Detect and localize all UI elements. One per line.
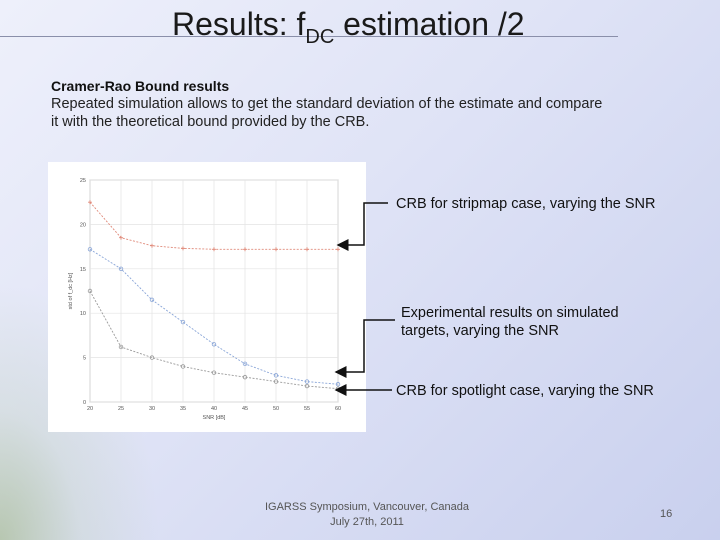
x-tick-label: 35 (180, 406, 186, 412)
slide-title: Results: fDC estimation /2 (172, 6, 525, 48)
series-point-0 (305, 247, 309, 252)
footer: IGARSS Symposium, Vancouver, Canada July… (262, 500, 472, 530)
y-tick-label: 0 (83, 400, 86, 406)
series-point-1 (149, 297, 155, 303)
series-point-0 (243, 247, 247, 252)
series-point-0 (181, 246, 185, 251)
series-point-2 (242, 374, 248, 380)
x-tick-label: 20 (87, 406, 93, 412)
series-point-2 (118, 344, 124, 350)
callout-experimental: Experimental results on simulated target… (401, 305, 619, 339)
title-rule (0, 36, 618, 37)
series-point-1 (211, 342, 217, 347)
series-point-0 (88, 200, 92, 205)
series-point-0 (212, 247, 216, 252)
series-point-0 (119, 235, 123, 240)
x-tick-label: 30 (149, 406, 155, 412)
x-tick-label: 25 (118, 406, 124, 412)
footer-date: July 27th, 2011 (330, 516, 404, 528)
callout-spotlight: CRB for spotlight case, varying the SNR (396, 383, 654, 399)
series-point-0 (150, 243, 154, 248)
series-point-1 (273, 373, 279, 378)
arrow-stripmap (336, 202, 388, 251)
arrow-experimental (334, 319, 395, 378)
y-tick-label: 10 (80, 311, 86, 317)
section-heading: Cramer-Rao Bound results (51, 78, 230, 94)
callout-stripmap: CRB for stripmap case, varying the SNR (396, 196, 656, 212)
series-line-2 (89, 290, 339, 390)
footer-event: IGARSS Symposium, Vancouver, Canada (264, 501, 469, 513)
y-tick-label: 25 (80, 178, 86, 184)
x-tick-label: 45 (242, 406, 248, 412)
series-point-0 (274, 247, 278, 252)
crb-figure: 0 5 10 15 20 25 20 25 30 35 40 45 50 55 60 SNR [dB] std … (48, 162, 366, 432)
x-tick-label: 60 (335, 406, 341, 412)
y-tick-label: 15 (80, 267, 86, 273)
series-point-2 (149, 355, 155, 360)
x-axis-label: SNR [dB] (203, 415, 226, 421)
series-point-2 (304, 383, 310, 389)
page-number: 16 (660, 508, 673, 520)
series-point-2 (211, 370, 217, 375)
x-tick-label: 55 (304, 406, 310, 412)
series-point-1 (242, 361, 248, 367)
y-tick-label: 5 (83, 356, 86, 362)
y-axis-label: std of f_dc [Hz] (68, 272, 74, 309)
x-tick-label: 50 (273, 406, 279, 412)
x-tick-label: 40 (211, 406, 217, 412)
crb-chart: 0 5 10 15 20 25 20 25 30 35 40 45 50 55 60 SNR [dB] std … (68, 178, 341, 421)
series-point-2 (180, 364, 186, 369)
series-point-1 (180, 319, 186, 325)
series-point-1 (87, 247, 93, 252)
series-point-1 (118, 266, 124, 271)
series-point-2 (87, 288, 93, 294)
y-tick-label: 20 (80, 222, 86, 228)
description-paragraph: Repeated simulation allows to get the st… (51, 96, 603, 130)
series-point-2 (273, 379, 279, 384)
series-point-1 (304, 379, 310, 384)
